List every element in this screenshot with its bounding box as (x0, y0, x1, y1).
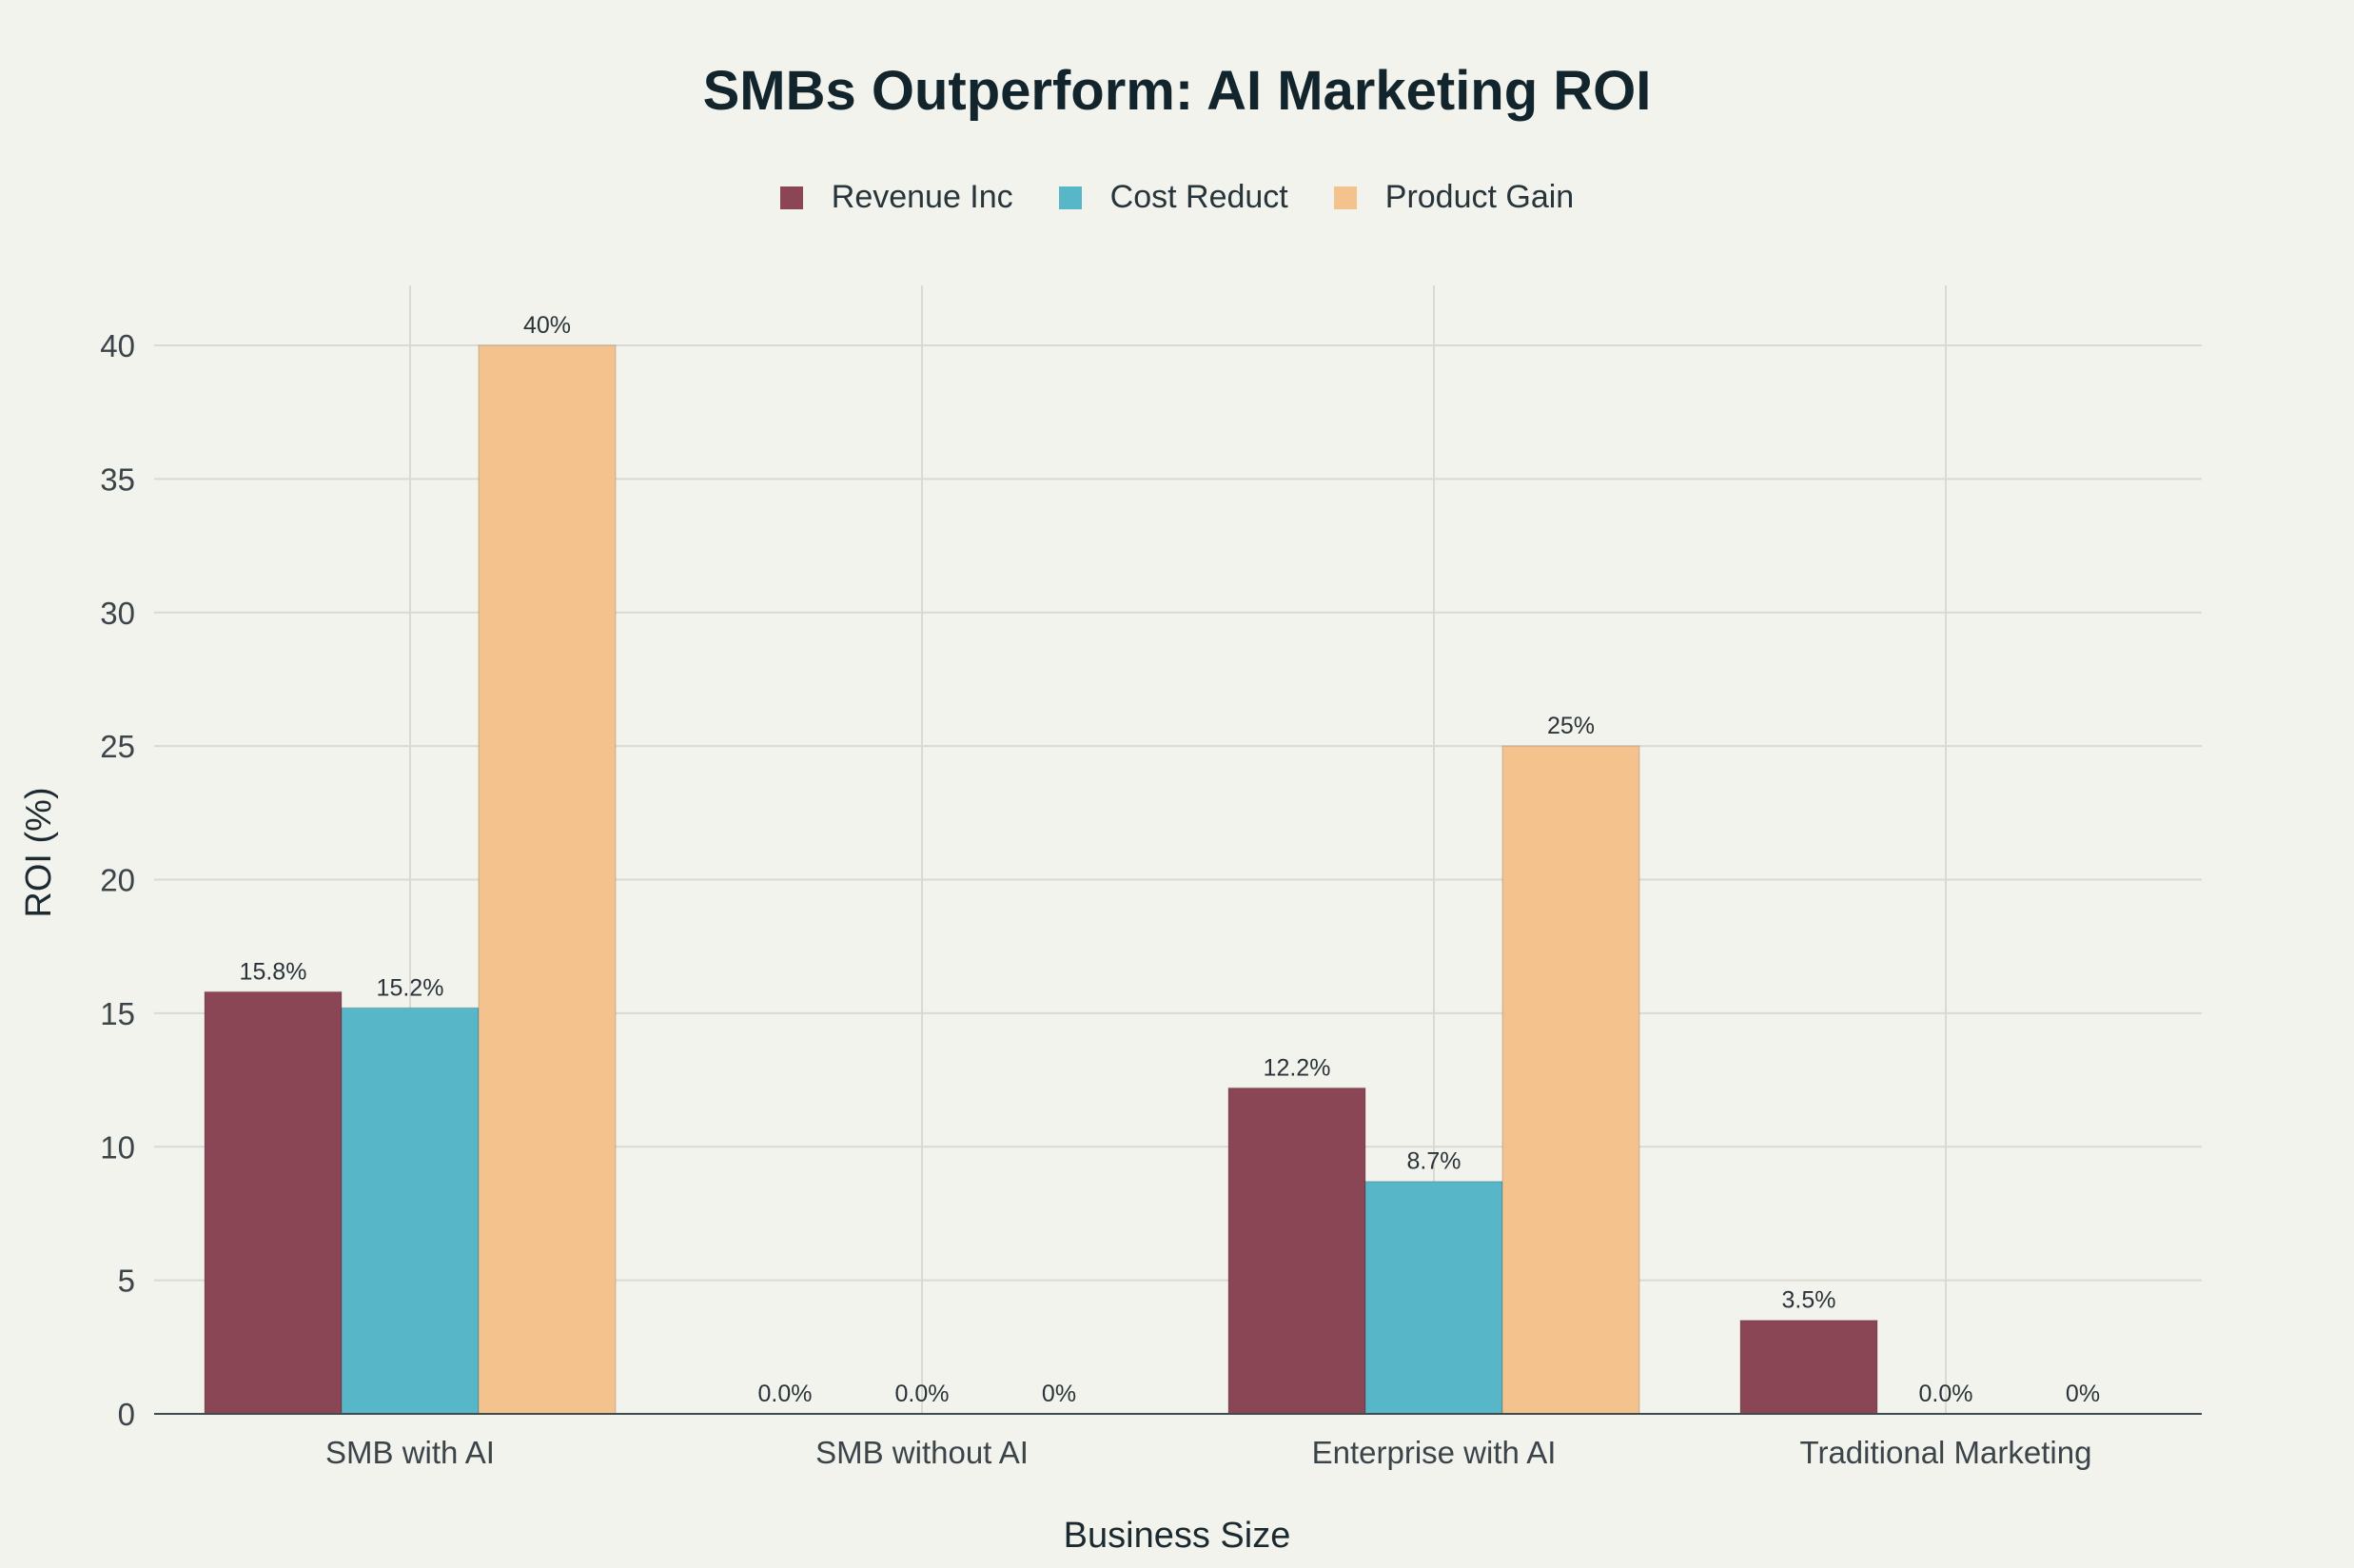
legend-swatch-product-gain (1333, 186, 1357, 209)
y-tick-label-0: 0 (118, 1397, 135, 1432)
y-tick-label-35: 35 (100, 461, 135, 497)
data-label-product-gain-2: 25% (1547, 713, 1595, 739)
bar-cost-reduct-0 (341, 1007, 480, 1415)
x-tick-label-3: Traditional Marketing (1800, 1435, 2092, 1470)
y-tick-label-40: 40 (100, 328, 135, 363)
x-axis-title: Business Size (1064, 1516, 1291, 1556)
data-label-cost-reduct-2: 8.7% (1407, 1148, 1461, 1175)
data-label-revenue-inc-2: 12.2% (1264, 1054, 1331, 1081)
y-tick-label-20: 20 (100, 863, 135, 898)
y-tick-label-10: 10 (100, 1129, 135, 1165)
label-layer: 0 5 10 15 20 25 30 35 40 SMB with AI SMB without A… (100, 312, 2100, 1470)
bar-product-gain-0 (478, 344, 617, 1415)
legend-label-revenue-inc: Revenue Inc (831, 179, 1013, 215)
bar-revenue-inc-3 (1739, 1319, 1878, 1415)
legend-item-revenue-inc[interactable]: Revenue Inc (779, 179, 1013, 216)
y-tick-label-30: 30 (100, 596, 135, 631)
data-label-product-gain-0: 40% (523, 312, 571, 339)
legend-label-product-gain: Product Gain (1384, 179, 1575, 215)
legend: Revenue Inc Cost Reduct Product Gain (0, 179, 2354, 216)
legend-swatch-revenue-inc (779, 186, 803, 209)
bar-product-gain-2 (1501, 745, 1640, 1415)
data-label-revenue-inc-1: 0.0% (758, 1381, 813, 1407)
data-label-cost-reduct-3: 0.0% (1919, 1381, 1973, 1407)
bar-revenue-inc-0 (204, 990, 343, 1415)
y-tick-label-25: 25 (100, 729, 135, 764)
legend-label-cost-reduct: Cost Reduct (1109, 179, 1288, 215)
data-label-cost-reduct-0: 15.2% (377, 974, 444, 1001)
legend-item-cost-reduct[interactable]: Cost Reduct (1058, 179, 1288, 216)
x-tick-label-0: SMB with AI (325, 1435, 495, 1470)
x-tick-label-1: SMB without AI (815, 1435, 1029, 1470)
legend-swatch-cost-reduct (1058, 186, 1082, 209)
y-axis-title: ROI (%) (19, 787, 59, 917)
legend-item-product-gain[interactable]: Product Gain (1333, 179, 1575, 216)
chart-title: SMBs Outperform: AI Marketing ROI (702, 60, 1652, 122)
y-tick-label-5: 5 (118, 1264, 135, 1299)
data-label-revenue-inc-0: 15.8% (240, 958, 307, 985)
y-tick-label-15: 15 (100, 996, 135, 1031)
data-label-product-gain-1: 0% (1042, 1381, 1076, 1407)
bar-revenue-inc-2 (1227, 1087, 1366, 1415)
data-label-revenue-inc-3: 3.5% (1782, 1287, 1836, 1314)
data-label-product-gain-3: 0% (2066, 1381, 2100, 1407)
data-label-cost-reduct-1: 0.0% (895, 1381, 950, 1407)
bar-cost-reduct-2 (1364, 1180, 1503, 1415)
x-tick-label-2: Enterprise with AI (1312, 1435, 1557, 1470)
bar-layer (204, 344, 1878, 1415)
